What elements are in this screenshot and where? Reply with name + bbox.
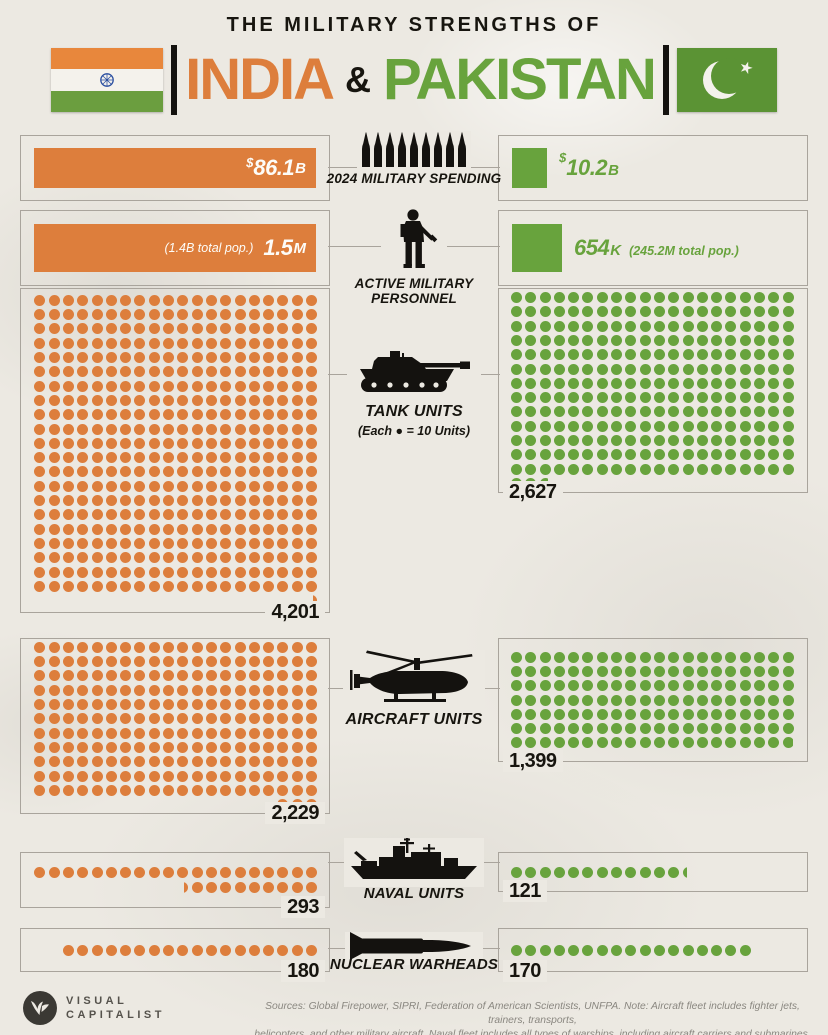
spending-section-label: 2024 MILITARY SPENDING xyxy=(326,171,502,186)
pakistan-nuclear-panel: 170 xyxy=(498,928,808,982)
pakistan-aircraft-count: 1,399 xyxy=(503,750,563,772)
warship-icon xyxy=(344,838,484,887)
currency-symbol: $ xyxy=(559,150,567,165)
india-spending-panel: $86.1 B xyxy=(20,135,330,201)
india-spending-value: 86.1 xyxy=(253,155,295,180)
currency-symbol: $ xyxy=(246,155,254,170)
india-naval-dot-grid xyxy=(21,853,329,907)
pakistan-spending-suffix: B xyxy=(608,162,619,179)
logo-text-line1: VISUAL xyxy=(66,995,128,1007)
india-personnel-panel: (1.4B total pop.) 1.5 M xyxy=(20,210,330,286)
soldier-icon xyxy=(381,208,447,277)
bullets-icon xyxy=(357,131,471,172)
india-naval-count: 293 xyxy=(281,896,325,918)
pakistan-aircraft-panel: 1,399 xyxy=(498,638,808,772)
india-aircraft-count: 2,229 xyxy=(265,802,325,824)
india-aircraft-dot-grid xyxy=(21,639,329,813)
india-nuclear-dot-grid xyxy=(21,929,329,971)
pakistan-population-note: (245.2M total pop.) xyxy=(629,244,739,258)
india-naval-panel: 293 xyxy=(20,852,330,918)
pakistan-flag: ★ xyxy=(676,48,777,112)
pakistan-personnel-panel: 654 K (245.2M total pop.) xyxy=(498,210,808,286)
india-nuclear-count: 180 xyxy=(281,960,325,982)
aircraft-section-label: AIRCRAFT UNITS xyxy=(345,711,483,728)
india-spending-bar: $86.1 B xyxy=(34,148,316,188)
india-tanks-count: 4,201 xyxy=(265,601,325,623)
logo-text-line2: CAPITALIST xyxy=(66,1009,165,1021)
india-nuclear-panel: 180 xyxy=(20,928,330,982)
india-population-note: (1.4B total pop.) xyxy=(164,241,254,255)
tanks-section-label: TANK UNITS xyxy=(365,403,463,420)
pakistan-naval-dot-grid xyxy=(499,853,807,891)
pakistan-tanks-count: 2,627 xyxy=(503,481,563,503)
india-flag xyxy=(51,48,164,112)
pakistan-personnel-suffix: K xyxy=(610,242,622,259)
page-title: THE MILITARY STRENGTHS OF xyxy=(226,14,602,36)
ampersand: & xyxy=(345,59,372,100)
india-aircraft-panel: 2,229 xyxy=(20,638,330,824)
pakistan-naval-panel: 121 xyxy=(498,852,808,902)
pakistan-spending-value: 10.2 xyxy=(566,155,608,180)
visual-capitalist-logo: VISUAL CAPITALIST xyxy=(22,990,165,1026)
pakistan-nuclear-dot-grid xyxy=(499,929,807,971)
personnel-section-label: ACTIVE MILITARY PERSONNEL xyxy=(354,276,474,306)
pakistan-personnel-bar xyxy=(512,224,562,272)
pakistan-tanks-panel: 2,627 xyxy=(498,288,808,503)
pakistan-personnel-value: 654 xyxy=(574,235,610,260)
india-personnel-suffix: M xyxy=(293,239,307,257)
pakistan-spending-bar xyxy=(512,148,547,188)
country-name-pakistan: PAKISTAN xyxy=(383,47,657,112)
india-spending-suffix: B xyxy=(295,159,306,177)
india-personnel-bar: (1.4B total pop.) 1.5 M xyxy=(34,224,316,272)
helicopter-icon xyxy=(343,650,485,713)
dot-legend: (Each ● = 10 Units) xyxy=(357,424,471,438)
divider-bar-left xyxy=(171,45,178,115)
center-column: 2024 MILITARY SPENDING ACTIVE MILITARY xyxy=(327,0,501,1035)
pakistan-naval-count: 121 xyxy=(503,880,547,902)
divider-bar-right xyxy=(662,45,669,115)
pakistan-aircraft-dot-grid xyxy=(499,639,807,761)
nuclear-section-label: NUCLEAR WARHEADS xyxy=(329,956,499,973)
pakistan-tanks-dot-grid xyxy=(499,289,807,492)
tank-icon xyxy=(347,350,481,403)
country-name-india: INDIA xyxy=(185,47,335,112)
ashoka-chakra-icon xyxy=(100,73,114,87)
vc-logo-icon xyxy=(23,991,57,1025)
india-tanks-panel: 4,201 xyxy=(20,288,330,623)
title-row: INDIA & PAKISTAN ★ xyxy=(0,44,828,116)
naval-section-label: NAVAL UNITS xyxy=(363,885,465,902)
flag-star-icon: ★ xyxy=(736,58,756,79)
source-note: Sources: Global Firepower, SIPRI, Federa… xyxy=(254,1001,811,1035)
india-tanks-dot-grid xyxy=(21,289,329,612)
india-personnel-value: 1.5 xyxy=(263,235,293,260)
missile-icon xyxy=(345,932,483,965)
pakistan-spending-panel: $10.2 B xyxy=(498,135,808,201)
pakistan-nuclear-count: 170 xyxy=(503,960,547,982)
